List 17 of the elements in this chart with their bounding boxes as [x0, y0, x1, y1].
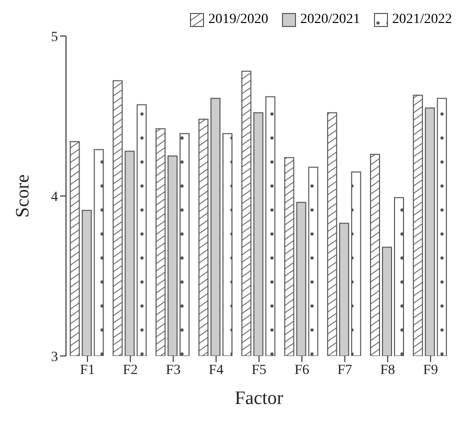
legend-label: 2021/2022	[391, 12, 452, 28]
y-tick-label: 4	[51, 190, 58, 205]
x-tick-label: F3	[166, 362, 181, 378]
x-tick-label: F8	[380, 362, 396, 378]
legend-label: 2019/2020	[207, 12, 268, 28]
x-tick-label: F1	[80, 362, 95, 378]
x-tick-label: F7	[337, 362, 352, 378]
x-axis-title: Factor	[234, 388, 284, 409]
y-axis-title: Score	[12, 174, 34, 218]
x-tick-label: F4	[208, 362, 224, 378]
x-tick-label: F2	[122, 362, 138, 378]
y-tick-label: 5	[51, 30, 58, 45]
x-tick-label: F6	[294, 362, 310, 378]
x-tick-label: F9	[423, 362, 438, 378]
legend-label: 2020/2021	[299, 12, 360, 28]
x-tick-label: F5	[252, 362, 266, 378]
y-tick-label: 3	[51, 350, 58, 365]
